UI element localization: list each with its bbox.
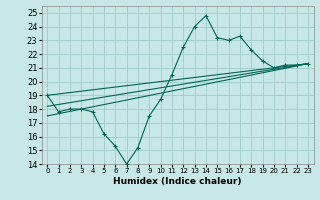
X-axis label: Humidex (Indice chaleur): Humidex (Indice chaleur)	[113, 177, 242, 186]
